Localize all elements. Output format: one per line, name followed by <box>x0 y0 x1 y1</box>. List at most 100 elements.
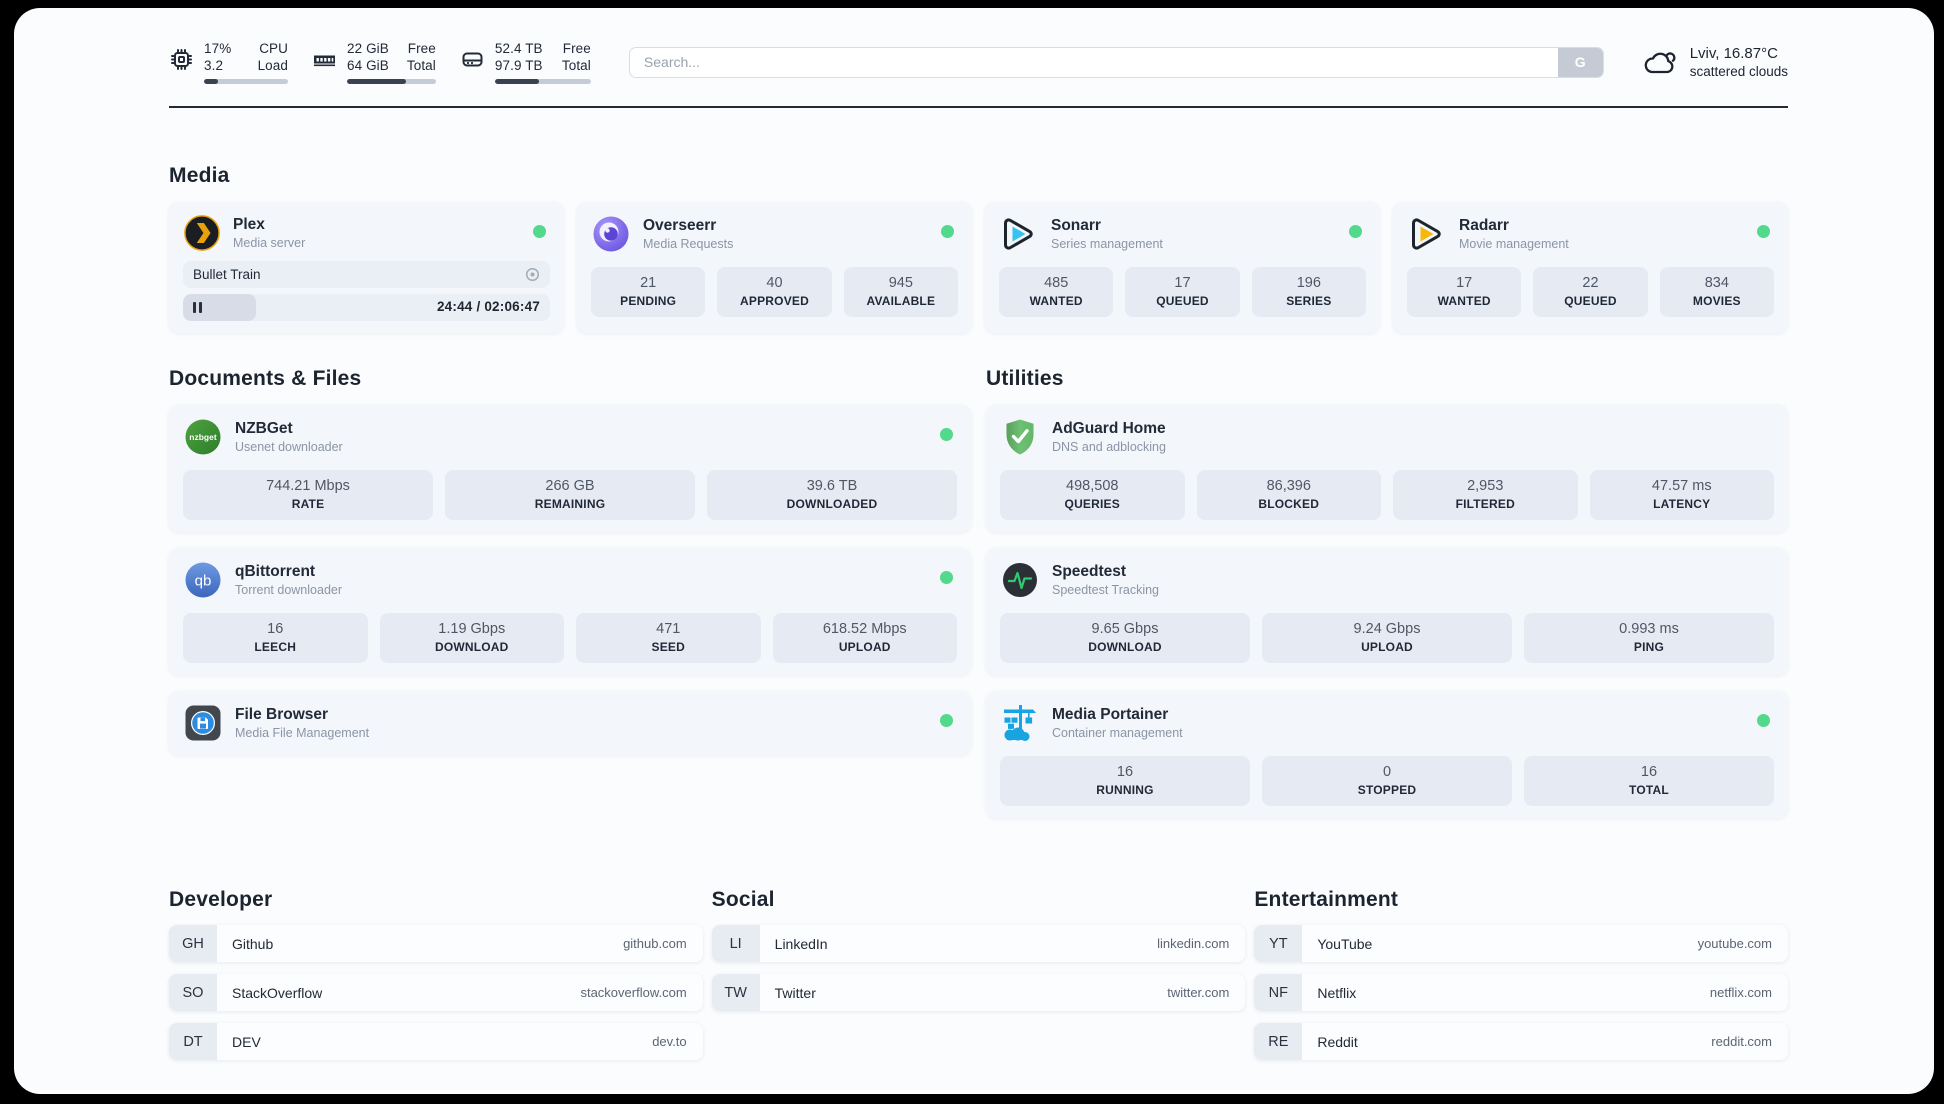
app-card-sonarr[interactable]: Sonarr Series management 485 WANTED 17 QUE… <box>985 202 1380 333</box>
status-dot <box>1349 225 1362 238</box>
stat-pill: 22 QUEUED <box>1533 267 1648 317</box>
bookmark-abbr: NF <box>1254 974 1303 1011</box>
app-card-overseerr[interactable]: Overseerr Media Requests 21 PENDING 40 APP… <box>577 202 972 333</box>
status-dot <box>533 225 546 238</box>
bookmark-abbr: GH <box>169 925 217 962</box>
disk-total-label: Total <box>561 58 591 73</box>
app-card-plex[interactable]: Plex Media server Bullet Train 24:44 / 0… <box>169 202 564 333</box>
disk-total-value: 97.9 TB <box>494 58 543 73</box>
stat-pill: 86,396 BLOCKED <box>1196 470 1381 520</box>
bookmark-name: YouTube <box>1317 935 1373 952</box>
stat-pill: 266 GB REMAINING <box>445 470 695 520</box>
app-name: NZBGet <box>235 420 293 437</box>
app-name: Media Portainer <box>1052 706 1169 723</box>
stat-pill: 196 SERIES <box>1251 267 1366 317</box>
stat-pill: 471 SEED <box>576 613 761 663</box>
stat-pill: 2,953 FILTERED <box>1393 470 1578 520</box>
social-column: Social LI LinkedIn linkedin.com TW Twitt… <box>711 888 1246 1060</box>
app-card-nzbget[interactable]: nzbget NZBGet Usenet downloader 744.21 M… <box>169 405 971 532</box>
status-dot <box>1757 714 1770 727</box>
stat-pill: 1.19 Gbps DOWNLOAD <box>379 613 564 663</box>
search-input[interactable] <box>628 46 1604 78</box>
section-title-developer: Developer <box>169 888 273 911</box>
adguard-icon <box>1006 419 1034 455</box>
app-card-qbittorrent[interactable]: qb qBittorrent Torrent downloader 16 LEEC… <box>169 548 971 675</box>
stat-pill: 17 QUEUED <box>1125 267 1240 317</box>
playback-progress-bar: 24:44 / 02:06:47 <box>183 294 550 321</box>
entertainment-column: Entertainment YT YouTube youtube.com NF … <box>1254 888 1788 1060</box>
app-description: Media File Management <box>235 726 370 740</box>
cpu-usage-label: CPU <box>259 41 288 56</box>
app-description: Media Requests <box>643 237 734 251</box>
bookmark-url: twitter.com <box>1167 985 1230 1000</box>
disk-free-label: Free <box>562 41 591 56</box>
bookmark-name: DEV <box>232 1033 261 1050</box>
bookmark-abbr: TW <box>711 974 760 1011</box>
stat-pill: 0.993 ms PING <box>1524 613 1774 663</box>
bookmark-reddit[interactable]: RE Reddit reddit.com <box>1254 1023 1788 1060</box>
bookmark-url: youtube.com <box>1697 936 1772 951</box>
utilities-column: Utilities AdGuard Home <box>986 367 1788 818</box>
disc-icon <box>525 267 540 282</box>
bookmark-url: netflix.com <box>1709 985 1772 1000</box>
bookmark-dev[interactable]: DT DEV dev.to <box>169 1023 703 1060</box>
app-description: Media server <box>233 236 306 250</box>
stat-pill: 0 STOPPED <box>1262 756 1512 806</box>
filebrowser-icon <box>185 705 221 741</box>
section-title-social: Social <box>711 888 775 911</box>
bookmark-youtube[interactable]: YT YouTube youtube.com <box>1254 925 1788 962</box>
memory-free-label: Free <box>407 41 436 56</box>
app-card-speedtest[interactable]: Speedtest Speedtest Tracking 9.65 Gbps DO… <box>986 548 1788 675</box>
app-card-radarr[interactable]: Radarr Movie management 17 WANTED 22 QUEUE… <box>1393 202 1788 333</box>
app-card-portainer[interactable]: Media Portainer Container management 16 R… <box>986 691 1788 818</box>
svg-text:nzbget: nzbget <box>189 432 217 442</box>
status-dot <box>940 571 953 584</box>
now-playing-title: Bullet Train <box>193 267 261 282</box>
app-description: Torrent downloader <box>235 583 343 597</box>
weather-condition: scattered clouds <box>1689 64 1788 79</box>
bookmark-github[interactable]: GH Github github.com <box>169 925 703 962</box>
status-dot <box>1757 225 1770 238</box>
bookmark-netflix[interactable]: NF Netflix netflix.com <box>1254 974 1788 1011</box>
qbittorrent-icon: qb <box>185 562 221 598</box>
bookmark-abbr: DT <box>169 1023 217 1060</box>
status-dot <box>940 428 953 441</box>
cloud-icon <box>1644 52 1676 74</box>
disk-progress-bar <box>494 79 591 84</box>
bookmark-name: Twitter <box>774 984 816 1001</box>
bookmark-url: reddit.com <box>1711 1034 1772 1049</box>
cpu-icon <box>171 49 192 70</box>
bookmark-linkedin[interactable]: LI LinkedIn linkedin.com <box>711 925 1246 962</box>
top-bar: 17% 3.2 CPU Load <box>169 40 1788 84</box>
bookmark-abbr: SO <box>169 974 217 1011</box>
app-card-adguard[interactable]: AdGuard Home DNS and adblocking 498,508 Q… <box>986 405 1788 532</box>
weather-widget: Lviv, 16.87°C scattered clouds <box>1642 44 1788 80</box>
app-description: Series management <box>1051 237 1163 251</box>
search-bar: G <box>628 46 1604 78</box>
disk-free-value: 52.4 TB <box>494 41 543 56</box>
stat-pill: 40 APPROVED <box>717 267 832 317</box>
app-name: AdGuard Home <box>1052 420 1166 437</box>
search-engine-button[interactable]: G <box>1557 47 1603 77</box>
topbar-divider <box>169 106 1788 108</box>
app-name: File Browser <box>235 706 329 723</box>
bookmark-stackoverflow[interactable]: SO StackOverflow stackoverflow.com <box>169 974 703 1011</box>
app-name: Speedtest <box>1052 563 1127 580</box>
app-name: Plex <box>233 216 265 233</box>
section-title-media: Media <box>169 164 230 187</box>
bookmark-abbr: LI <box>711 925 760 962</box>
app-card-filebrowser[interactable]: File Browser Media File Management <box>169 691 971 755</box>
app-name: Overseerr <box>643 217 717 234</box>
bookmark-name: LinkedIn <box>774 935 828 952</box>
cpu-usage-value: 17% <box>204 41 232 56</box>
section-title-documents: Documents & Files <box>169 367 362 390</box>
app-name: Radarr <box>1459 217 1509 234</box>
app-description: Usenet downloader <box>235 440 343 454</box>
stat-pill: 945 AVAILABLE <box>843 267 958 317</box>
bookmark-name: Netflix <box>1317 984 1357 1001</box>
stat-pill: 16 TOTAL <box>1524 756 1774 806</box>
app-name: qBittorrent <box>235 563 316 580</box>
stat-pill: 21 PENDING <box>591 267 706 317</box>
section-title-entertainment: Entertainment <box>1254 888 1399 911</box>
bookmark-twitter[interactable]: TW Twitter twitter.com <box>711 974 1246 1011</box>
